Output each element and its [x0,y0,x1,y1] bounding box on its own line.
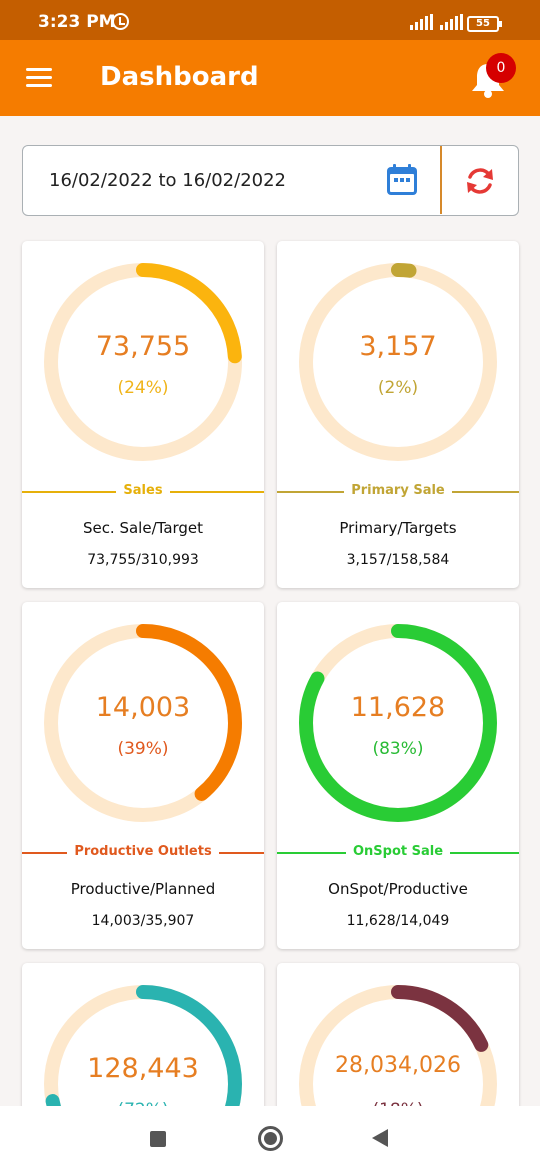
stat-value: 28,034,026 [335,1053,461,1078]
stat-value: 11,628 [350,692,446,723]
status-time: 3:23 PM [38,12,116,32]
progress-arc [44,624,242,822]
progress-arc [44,263,242,461]
divider [440,146,442,214]
stat-ratio: 14,003/35,907 [91,913,195,929]
stat-percent: (2%) [377,378,419,398]
card-legend: Primary Sale [277,482,519,500]
card-legend: Sales [22,482,264,500]
stat-percent: (83%) [372,739,424,759]
progress-ring [299,985,497,1170]
primary-sale-card[interactable]: 3,157 (2%) Primary Sale Primary/Targets 3,15… [277,241,519,588]
legend-label: OnSpot Sale [345,844,451,859]
refresh-icon[interactable] [463,164,497,198]
notification-badge: 0 [486,53,516,83]
progress-arc [299,985,497,1170]
sales-card[interactable]: 73,755 (24%) Sales Sec. Sale/Target 73,755/3… [22,241,264,588]
stat-ratio: 73,755/310,993 [87,552,199,568]
stat-ratio: 11,628/14,049 [346,913,450,929]
stat-name: Sec. Sale/Target [82,519,204,537]
recents-icon[interactable] [150,1131,166,1147]
calendar-icon[interactable] [385,163,419,197]
card-legend: OnSpot Sale [277,843,519,861]
app-bar: Dashboard 0 [0,40,540,116]
stat-value: 128,443 [87,1053,199,1084]
progress-ring [44,624,242,822]
stat-value: 3,157 [359,331,437,362]
progress-arc [44,985,242,1170]
stat-name: Productive/Planned [70,880,216,898]
progress-ring [44,263,242,461]
menu-icon[interactable] [26,68,52,88]
progress-track [299,263,497,461]
back-icon[interactable] [372,1129,388,1147]
status-bar: 3:23 PM 55 [0,0,540,40]
stat-value: 14,003 [95,692,191,723]
signal-icon [408,14,434,30]
stat-ratio: 3,157/158,584 [346,552,450,568]
stat-percent: (24%) [117,378,169,398]
system-nav-bar [0,1106,540,1170]
date-range-text[interactable]: 16/02/2022 to 16/02/2022 [49,170,287,191]
legend-label: Productive Outlets [67,844,219,859]
date-range-filter: 16/02/2022 to 16/02/2022 [22,145,519,216]
productive-outlets-card[interactable]: 14,003 (39%) Productive Outlets Productive/… [22,602,264,949]
legend-label: Primary Sale [344,483,452,498]
page-title: Dashboard [100,62,259,92]
stat-percent: (39%) [117,739,169,759]
alarm-icon [112,13,129,30]
card-legend: Productive Outlets [22,843,264,861]
progress-ring [299,624,497,822]
progress-arc [299,624,497,822]
signal-icon-2 [438,14,464,30]
stat-value: 73,755 [95,331,191,362]
legend-label: Sales [116,483,170,498]
progress-ring [44,985,242,1170]
progress-ring [299,263,497,461]
stat-name: Primary/Targets [339,519,457,537]
stat-name: OnSpot/Productive [328,880,468,898]
battery-icon: 55 [467,16,502,32]
onspot-sale-card[interactable]: 11,628 (83%) OnSpot Sale OnSpot/Productive 1… [277,602,519,949]
home-icon[interactable] [258,1126,283,1151]
progress-arc [299,263,497,461]
